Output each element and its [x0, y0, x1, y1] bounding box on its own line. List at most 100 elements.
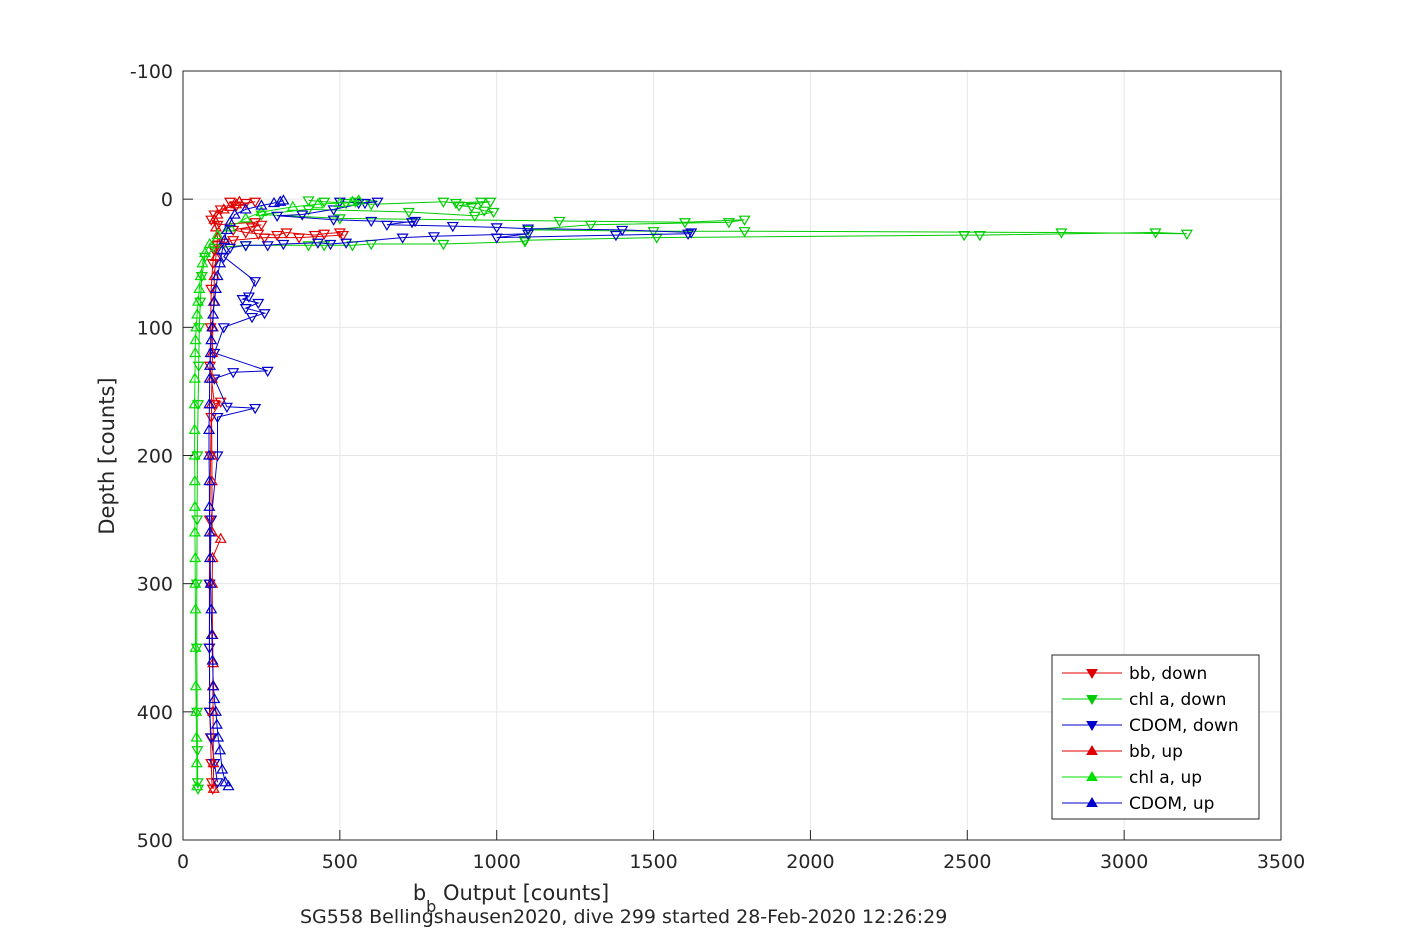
legend-item: bb, down: [1062, 664, 1207, 684]
data-point: [478, 206, 491, 217]
data-point: [449, 198, 462, 210]
data-point: [198, 246, 212, 258]
data-point: [207, 308, 220, 319]
legend-label: chl a, up: [1129, 768, 1202, 788]
data-point: [189, 641, 202, 652]
data-point: [192, 295, 205, 306]
data-point: [271, 211, 284, 223]
data-point: [261, 241, 274, 252]
data-point: [192, 361, 205, 372]
data-point: [203, 372, 216, 383]
data-point: [189, 333, 202, 345]
legend-item: bb, up: [1062, 742, 1183, 762]
x-tick-label: 3000: [1100, 851, 1148, 873]
data-point: [437, 197, 450, 208]
x-tick-label: 2500: [943, 851, 991, 873]
data-point: [239, 304, 252, 315]
data-point: [446, 221, 459, 233]
data-point: [233, 195, 246, 206]
y-tick-label: 300: [137, 574, 173, 596]
data-point: [220, 402, 233, 413]
data-point: [437, 239, 450, 251]
x-tick-label: 1000: [473, 851, 521, 873]
data-point: [252, 298, 265, 310]
data-point: [239, 203, 252, 214]
data-point: [255, 220, 268, 231]
data-point: [396, 233, 409, 244]
data-point: [296, 210, 309, 221]
data-point: [245, 223, 259, 234]
data-point: [302, 241, 315, 252]
data-point: [214, 532, 227, 543]
data-point: [318, 197, 331, 208]
data-point: [204, 346, 217, 358]
data-point: [224, 243, 237, 255]
data-point: [245, 312, 259, 324]
legend-box: [1051, 654, 1260, 820]
data-point: [203, 398, 216, 409]
data-point: [311, 238, 324, 249]
data-point: [202, 449, 216, 460]
data-point: [189, 551, 202, 563]
data-point: [487, 207, 500, 219]
data-point: [191, 779, 204, 791]
y-tick-label: 0: [161, 189, 173, 211]
legend-item: CDOM, up: [1062, 794, 1214, 814]
data-point: [206, 654, 219, 665]
data-point: [192, 400, 205, 411]
data-point: [678, 218, 691, 229]
data-point: [205, 333, 218, 345]
data-point: [188, 398, 201, 409]
series-line-cdom-down: [208, 201, 692, 783]
data-point: [255, 199, 268, 210]
data-point: [193, 323, 206, 334]
data-point: [203, 237, 216, 249]
data-point: [405, 218, 419, 229]
data-point: [203, 551, 217, 563]
legend-label: CDOM, up: [1129, 794, 1214, 814]
chart-caption: SG558 Bellingshausen2020, dive 299 start…: [300, 906, 948, 928]
data-point: [207, 680, 220, 691]
data-point: [224, 216, 237, 227]
data-point: [205, 628, 218, 640]
data-point: [189, 346, 202, 358]
y-tick-label: -100: [130, 61, 173, 83]
data-point: [336, 230, 350, 242]
data-point: [211, 228, 224, 240]
data-point: [190, 756, 203, 768]
data-point: [216, 244, 229, 255]
data-point: [465, 202, 478, 214]
data-point: [490, 233, 503, 244]
legend-marker: [1086, 797, 1098, 807]
x-axis-label-main: b: [413, 881, 426, 905]
data-point: [553, 216, 566, 228]
data-point: [308, 230, 321, 242]
data-point: [249, 403, 262, 415]
data-point: [228, 208, 241, 219]
legend-marker: [1086, 721, 1098, 731]
series-line-chl-a-down: [196, 199, 1187, 789]
ticks-group: 0 500 1000 1500 2000 2500 3000 3500-10001002003…: [130, 61, 1305, 873]
data-point: [189, 680, 202, 691]
data-point: [208, 348, 221, 360]
data-point: [188, 474, 201, 486]
data-point: [261, 366, 274, 378]
data-point: [227, 368, 240, 379]
data-point: [518, 237, 531, 248]
data-point: [302, 205, 315, 216]
data-point: [211, 778, 224, 789]
data-point: [205, 215, 218, 226]
data-point: [371, 197, 384, 208]
data-point: [193, 282, 206, 293]
y-tick-label: 500: [137, 830, 173, 852]
data-point: [738, 227, 751, 238]
data-point: [191, 746, 204, 757]
data-point: [208, 213, 221, 224]
data-point: [190, 731, 203, 742]
data-point: [318, 241, 331, 252]
data-point: [258, 233, 271, 244]
data-point: [427, 232, 441, 243]
data-point: [209, 282, 222, 293]
y-axis-label: Depth [counts]: [95, 377, 119, 534]
